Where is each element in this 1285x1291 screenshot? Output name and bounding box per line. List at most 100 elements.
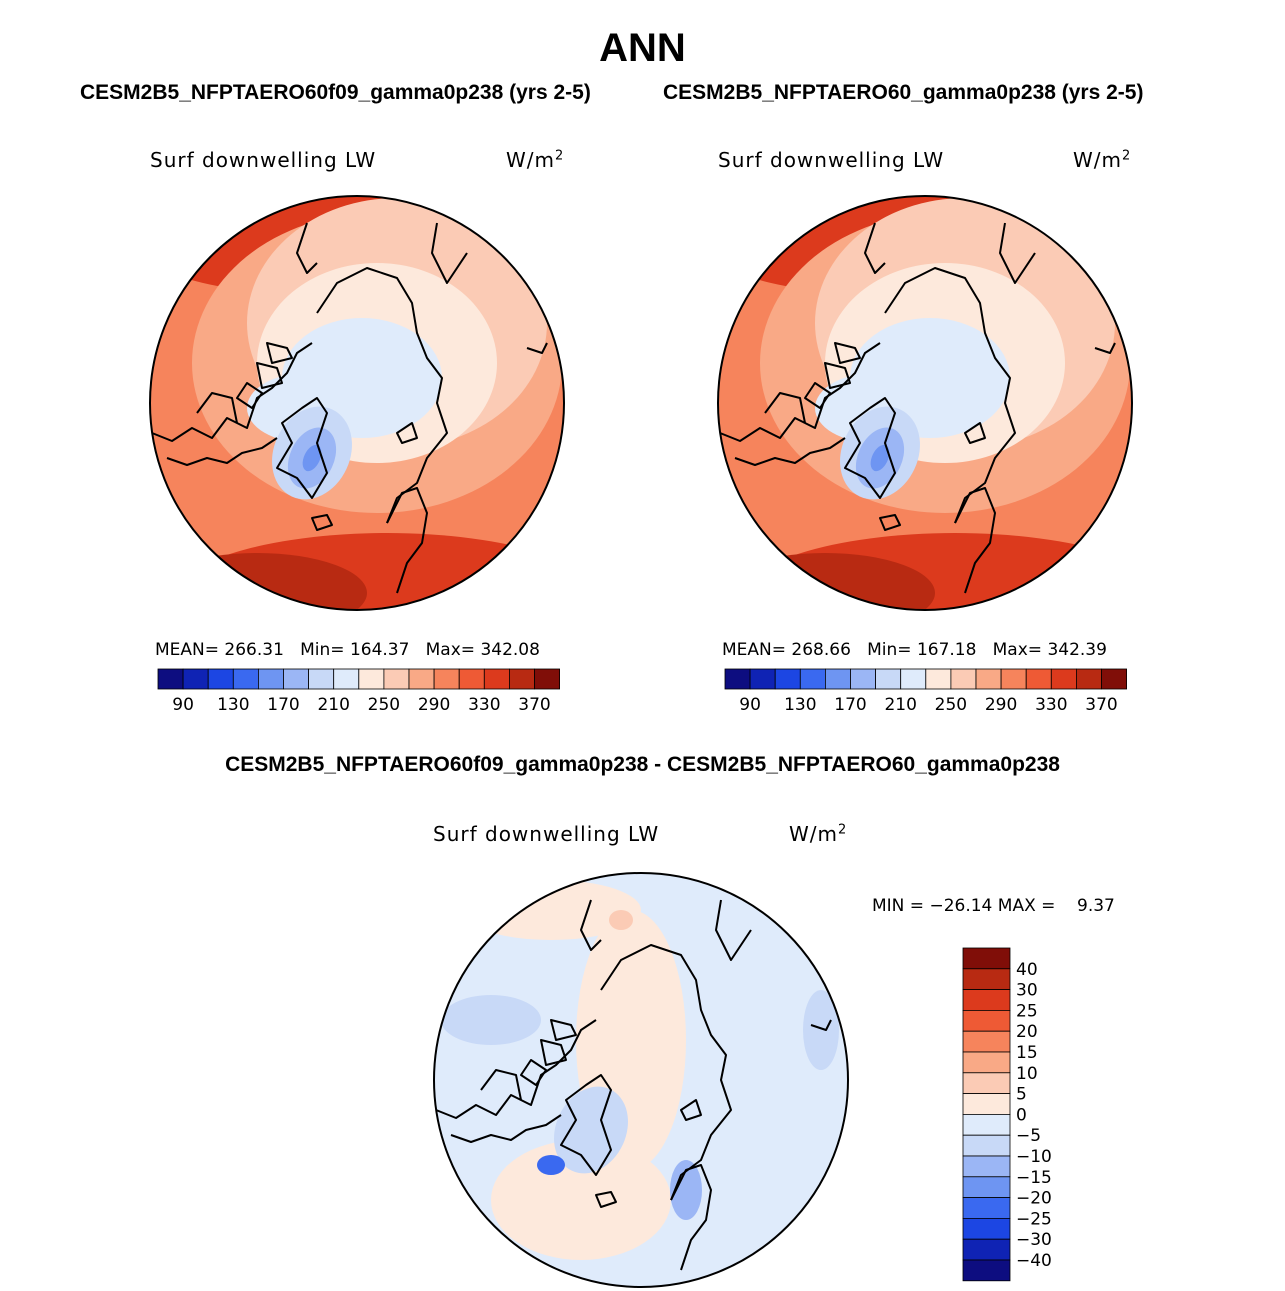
- colorbar-swatch: [458, 668, 485, 690]
- colorbar-swatch: [962, 1030, 1011, 1053]
- diff-negative-east: [803, 990, 839, 1070]
- mean-label: MEAN=: [722, 640, 786, 660]
- colorbar-right: 90 130 170 210 250 290 330 370: [724, 668, 1128, 715]
- field-greenland-min: [870, 444, 890, 472]
- max-label: MAX =: [997, 896, 1056, 916]
- colorbar-swatch: [962, 1176, 1011, 1199]
- colorbar-swatch: [962, 1197, 1011, 1219]
- colorbar-tick-label: 25: [1016, 1001, 1038, 1021]
- field-band-south-hot: [150, 553, 367, 610]
- colorbar-swatch: [962, 1010, 1011, 1032]
- max-label: Max=: [425, 640, 476, 660]
- colorbar-tick-label: 10: [1016, 1064, 1038, 1084]
- colorbar-tick-label: −25: [1016, 1209, 1052, 1229]
- colorbar-tick-label: 250: [368, 695, 400, 715]
- min-value: −26.14: [929, 896, 993, 916]
- colorbar-swatch: [157, 668, 184, 690]
- colorbar-tick-label: −30: [1016, 1230, 1052, 1250]
- diff-min-spot: [537, 1155, 565, 1175]
- diff-panel-variable-label: Surf downwelling LW: [433, 822, 660, 846]
- diff-negative-scandinavia: [670, 1160, 702, 1220]
- colorbar-swatch: [1025, 668, 1052, 690]
- colorbar-left: 90 130 170 210 250 290 330 370: [157, 668, 561, 715]
- colorbar-swatch: [962, 1155, 1011, 1178]
- colorbar-swatch: [182, 668, 209, 690]
- panel-right-units-label: W/m2: [1073, 148, 1131, 172]
- colorbar-tick-label: 250: [935, 695, 967, 715]
- colorbar-swatch: [433, 668, 460, 690]
- units-exponent: 2: [555, 148, 565, 164]
- units-base: W/m: [1073, 148, 1122, 172]
- field-greenland-min: [302, 444, 322, 472]
- colorbar-swatch: [962, 947, 1011, 970]
- colorbar-swatch: [962, 1134, 1011, 1157]
- colorbar-swatch: [207, 668, 234, 690]
- colorbar-tick-label: 370: [1085, 695, 1117, 715]
- colorbar-tick-label: 330: [468, 695, 500, 715]
- colorbar-swatch: [1000, 668, 1027, 690]
- colorbar-tick-label: 15: [1016, 1043, 1038, 1063]
- panel-left-units-label: W/m2: [506, 148, 564, 172]
- colorbar-swatch: [774, 668, 801, 690]
- map-boundary: [717, 195, 1133, 611]
- colorbar-swatch: [962, 1259, 1011, 1282]
- colorbar-swatch: [724, 668, 751, 690]
- colorbar-swatch: [975, 668, 1002, 690]
- diff-negative-west: [441, 995, 541, 1045]
- colorbar-swatch: [925, 668, 952, 690]
- min-label: Min=: [867, 640, 912, 660]
- map-diff: [434, 873, 848, 1287]
- mean-value: 266.31: [224, 640, 284, 660]
- map-boundary: [149, 195, 565, 611]
- colorbar-tick-label: 210: [317, 695, 349, 715]
- colorbar-swatch: [962, 968, 1011, 990]
- mean-value: 268.66: [791, 640, 851, 660]
- colorbar-swatch: [962, 1238, 1011, 1261]
- colorbar-tick-label: 170: [267, 695, 299, 715]
- colorbar-swatch: [1076, 668, 1102, 690]
- map-boundary: [433, 872, 849, 1288]
- diff-positive-south: [491, 1140, 671, 1260]
- colorbar-tick-label: 20: [1016, 1022, 1038, 1042]
- colorbar-swatch: [283, 668, 310, 690]
- colorbar-tick-label: 40: [1016, 960, 1038, 980]
- colorbar-tick-label: −15: [1016, 1168, 1052, 1188]
- colorbar-tick-label: 90: [739, 695, 761, 715]
- max-value: 9.37: [1077, 896, 1115, 916]
- figure-title: ANN: [599, 26, 686, 70]
- min-value: 164.37: [349, 640, 410, 660]
- colorbar-swatch: [508, 668, 535, 690]
- colorbar-tick-label: 5: [1016, 1085, 1027, 1105]
- max-value: 342.08: [480, 640, 540, 660]
- min-value: 167.18: [916, 640, 977, 660]
- colorbar-swatch: [383, 668, 410, 690]
- colorbar-swatch: [799, 668, 826, 690]
- colorbar-swatch: [850, 668, 877, 690]
- colorbar-swatch: [962, 1072, 1011, 1095]
- colorbar-swatch: [257, 668, 284, 690]
- colorbar-tick-label: 330: [1035, 695, 1067, 715]
- min-label: MIN =: [872, 896, 925, 916]
- colorbar-swatch: [1101, 668, 1128, 690]
- colorbar-swatch: [875, 668, 902, 690]
- diff-panel-stats: MIN = −26.14 MAX = 9.37: [872, 896, 1115, 916]
- mean-label: MEAN=: [155, 640, 219, 660]
- panel-left-variable-label: Surf downwelling LW: [150, 148, 377, 172]
- colorbar-tick-label: −10: [1016, 1147, 1052, 1167]
- panel-left-title: CESM2B5_NFPTAERO60f09_gamma0p238 (yrs 2-…: [80, 81, 591, 104]
- diff-panel-units-label: W/m2: [789, 822, 847, 846]
- colorbar-swatch: [825, 668, 851, 690]
- panel-left-stats: MEAN= 266.31 Min= 164.37 Max= 342.08: [155, 640, 540, 660]
- colorbar-swatch: [962, 1218, 1011, 1240]
- colorbar-tick-label: 290: [985, 695, 1017, 715]
- units-base: W/m: [789, 822, 838, 846]
- colorbar-tick-label: 130: [784, 695, 816, 715]
- colorbar-swatch: [534, 668, 561, 690]
- diff-positive-north: [461, 880, 641, 940]
- colorbar-tick-label: −40: [1016, 1251, 1052, 1271]
- colorbar-tick-label: 30: [1016, 981, 1038, 1001]
- colorbar-tick-label: −20: [1016, 1189, 1052, 1209]
- panel-right-variable-label: Surf downwelling LW: [718, 148, 945, 172]
